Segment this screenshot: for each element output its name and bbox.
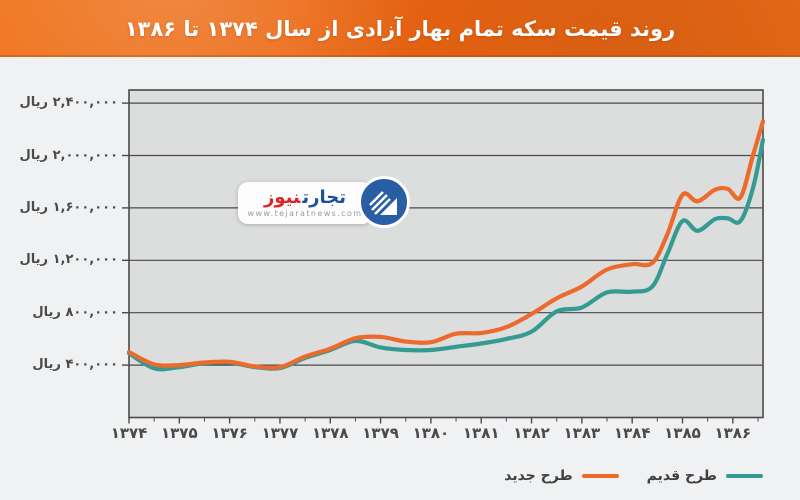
legend-item-old-design: طرح قدیم	[647, 468, 763, 484]
y-tick-label: ۸۰۰,۰۰۰ ریال	[32, 304, 118, 320]
x-tick-label: ۱۳۷۸	[311, 423, 349, 442]
y-tick-label: ۲,۰۰۰,۰۰۰ ریال	[19, 147, 118, 163]
x-tick-label: ۱۳۷۴	[110, 423, 148, 442]
legend-label-new-design: طرح جدید	[504, 468, 573, 484]
x-tick-label: ۱۳۷۷	[261, 423, 299, 442]
y-tick-label: ۱,۲۰۰,۰۰۰ ریال	[19, 252, 118, 268]
x-tick-label: ۱۳۸۵	[664, 423, 701, 442]
legend-line-new-design	[581, 474, 619, 478]
legend: طرح قدیم طرح جدید	[504, 468, 763, 484]
x-tick-label: ۱۳۷۵	[161, 423, 198, 442]
y-tick-label: ۴۰۰,۰۰۰ ریال	[32, 357, 118, 373]
watermark-logo: تجارتنیوز www.tejaratnews.com	[238, 176, 410, 230]
legend-line-old-design	[726, 474, 763, 478]
y-tick-label: ۱,۶۰۰,۰۰۰ ریال	[19, 199, 118, 215]
legend-item-new-design: طرح جدید	[504, 468, 619, 484]
x-tick-label: ۱۳۸۲	[513, 423, 550, 442]
y-tick-label: ۲,۴۰۰,۰۰۰ ریال	[19, 95, 118, 111]
series-line-1	[126, 119, 766, 370]
page-title: روند قیمت سکه تمام بهار آزادی از سال ۱۳۷…	[124, 16, 676, 41]
watermark-badge: تجارتنیوز www.tejaratnews.com	[238, 182, 372, 224]
legend-label-old-design: طرح قدیم	[646, 468, 717, 484]
x-tick-label: ۱۳۸۴	[613, 423, 651, 442]
x-tick-label: ۱۳۸۳	[563, 423, 601, 442]
watermark-brand: تجارتنیوز	[264, 188, 346, 208]
tejaratnews-logo-icon	[358, 176, 410, 228]
x-tick-label: ۱۳۸۰	[412, 423, 450, 442]
x-tick-label: ۱۳۷۶	[211, 423, 248, 442]
x-tick-label: ۱۳۸۱	[462, 423, 500, 442]
watermark-brand-red: نیوز	[264, 187, 301, 208]
plot-border	[128, 89, 764, 419]
title-banner: روند قیمت سکه تمام بهار آزادی از سال ۱۳۷…	[0, 0, 800, 57]
x-tick-label: ۱۳۸۶	[714, 423, 752, 442]
watermark-brand-blue: تجارت	[302, 187, 346, 208]
watermark-url: www.tejaratnews.com	[247, 209, 363, 218]
x-tick-label: ۱۳۷۹	[362, 423, 399, 442]
